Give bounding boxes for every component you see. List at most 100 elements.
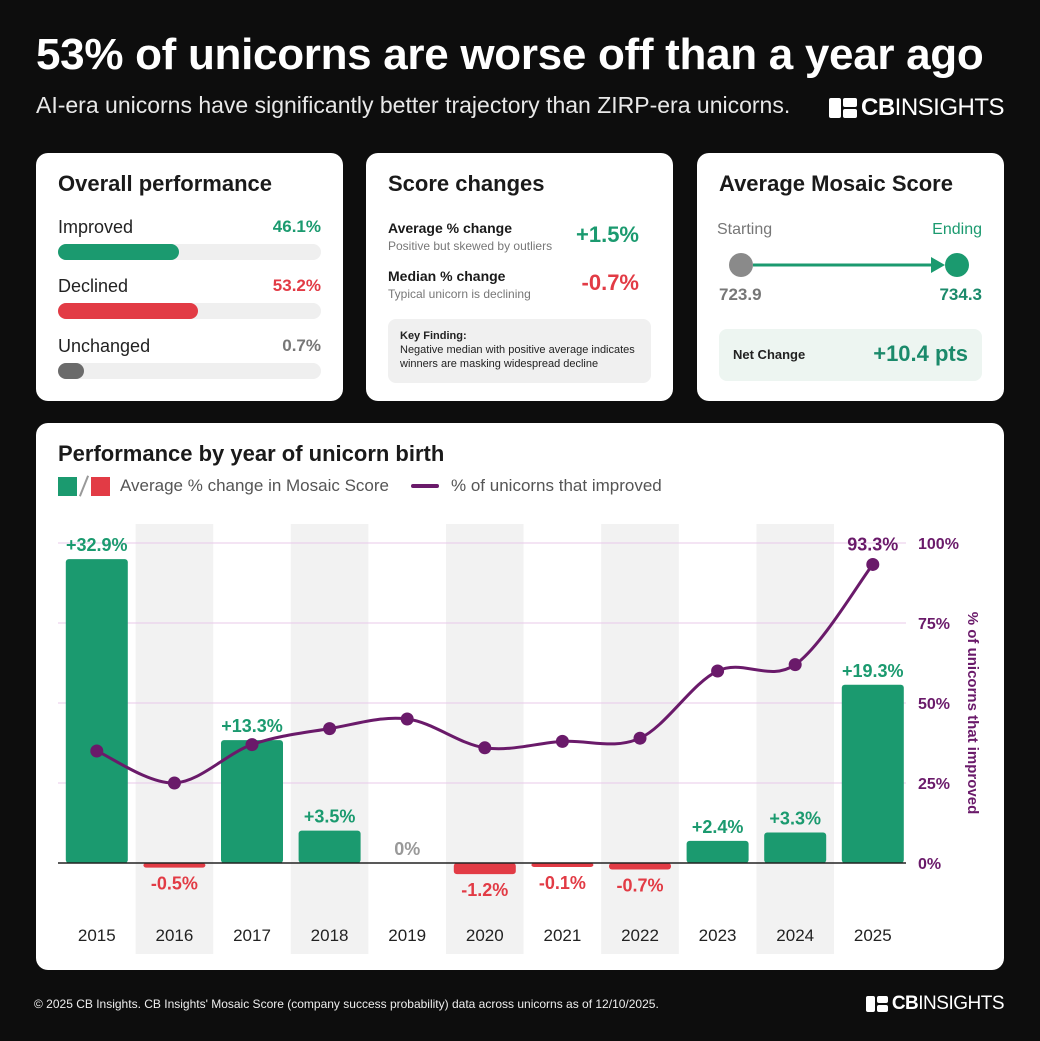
improved-line <box>96 563 874 785</box>
mosaic-arrow <box>729 253 969 277</box>
perf-value: 0.7% <box>282 336 321 355</box>
x-tick-label: 2016 <box>155 926 193 945</box>
legend-green-swatch <box>58 476 77 496</box>
x-tick-label: 2018 <box>311 926 349 945</box>
bar-value-label: 0% <box>394 839 420 859</box>
chart-legend: Average % change in Mosaic Score % of un… <box>58 475 662 497</box>
right-axis-tick: 50% <box>918 696 950 713</box>
mosaic-score-card: Average Mosaic Score Starting Ending 723… <box>697 153 1004 401</box>
line-point-2019 <box>400 712 414 726</box>
bar-2023 <box>686 840 749 863</box>
column-band <box>756 524 834 954</box>
line-annotation: 93.3% <box>847 534 898 554</box>
overall-performance-title: Overall performance <box>58 171 272 196</box>
bar-2016 <box>143 863 206 868</box>
line-point-2016 <box>167 776 181 790</box>
key-finding-box: Key Finding: Negative median with positi… <box>388 319 651 383</box>
average-change-row: Average % change Positive but skewed by … <box>388 220 651 253</box>
column-band <box>135 524 214 954</box>
line-point-2022 <box>633 731 647 745</box>
bar-2024 <box>764 832 827 863</box>
performance-chart-card: Performance by year of unicorn birth Ave… <box>36 423 1004 970</box>
line-point-2020 <box>478 741 492 755</box>
ending-label: Ending <box>932 221 982 238</box>
legend-line-label: % of unicorns that improved <box>451 476 662 495</box>
bar-2017 <box>221 740 283 863</box>
bar-value-label: -0.7% <box>616 875 663 895</box>
cb-insights-logo: CB INSIGHTS <box>828 94 1005 122</box>
average-change-label: Average % change <box>388 220 512 236</box>
bar-value-label: -0.5% <box>151 874 198 894</box>
line-point-2023 <box>711 664 725 678</box>
perf-bar-fill <box>58 303 198 319</box>
perf-bar-track <box>58 244 321 260</box>
bar-value-label: +3.3% <box>769 809 821 829</box>
x-tick-label: 2015 <box>78 926 116 945</box>
x-tick-label: 2019 <box>388 926 426 945</box>
starting-label: Starting <box>717 221 773 238</box>
x-tick-label: 2023 <box>699 926 737 945</box>
perf-row-unchanged: Unchanged 0.7% <box>58 336 321 381</box>
right-axis-tick: 25% <box>918 776 950 793</box>
median-change-sub: Typical unicorn is declining <box>388 287 531 301</box>
performance-chart: +32.9% 2015 -0.5% 2016 +13.3% 2017 +3.5% 2018 0%… <box>58 524 981 954</box>
page-subtitle: AI-era unicorns have significantly bette… <box>36 92 791 118</box>
net-change-box: Net Change +10.4 pts <box>719 329 982 381</box>
score-changes-title: Score changes <box>388 171 545 196</box>
legend-bar-label: Average % change in Mosaic Score <box>120 476 390 495</box>
median-change-value: -0.7% <box>581 270 639 295</box>
cb-logo-icon <box>828 98 857 118</box>
bar-2021 <box>531 863 594 867</box>
start-dot <box>729 253 753 277</box>
column-band <box>290 524 369 954</box>
perf-bar-fill <box>58 244 180 260</box>
perf-label: Declined <box>58 276 129 296</box>
legend-line-swatch <box>411 484 440 488</box>
average-change-sub: Positive but skewed by outliers <box>388 239 553 253</box>
chart-title: Performance by year of unicorn birth <box>58 441 445 466</box>
perf-value: 53.2% <box>272 276 321 295</box>
median-change-row: Median % change Typical unicorn is decli… <box>388 268 651 301</box>
logo-text-bold: CB <box>860 94 895 121</box>
bar-2025 <box>841 684 904 863</box>
median-change-label: Median % change <box>388 268 506 284</box>
bar-value-label: +19.3% <box>842 661 904 681</box>
bar-value-label: +13.3% <box>221 716 283 736</box>
bar-value-label: +2.4% <box>692 817 744 837</box>
logo-text-light: INSIGHTS <box>894 94 1005 121</box>
bar-value-label: -0.1% <box>539 873 586 893</box>
cb-insights-logo-footer: CB INSIGHTS <box>865 993 1004 1015</box>
perf-bar-track <box>58 303 321 319</box>
cb-logo-icon <box>865 996 888 1012</box>
ending-value: 734.3 <box>939 285 982 304</box>
right-axis-tick: 100% <box>918 536 959 553</box>
perf-label: Improved <box>58 217 134 237</box>
bar-2018 <box>298 830 361 863</box>
perf-label: Unchanged <box>58 336 151 356</box>
bar-2022 <box>609 863 671 870</box>
arrow-head-icon <box>931 257 945 273</box>
bar-value-label: +3.5% <box>304 807 356 827</box>
bar-value-label: -1.2% <box>461 880 508 900</box>
right-axis-tick: 75% <box>918 616 950 633</box>
score-changes-card: Score changes Average % change Positive … <box>366 153 673 401</box>
line-point-2018 <box>323 722 337 736</box>
key-finding-text: Negative median with positive average in… <box>400 344 635 370</box>
line-point-2025 <box>866 557 880 571</box>
bar-value-label: +32.9% <box>66 535 128 555</box>
x-tick-label: 2020 <box>466 926 504 945</box>
bar-2020 <box>453 863 516 875</box>
bar-2015 <box>65 559 128 863</box>
average-change-value: +1.5% <box>576 222 639 247</box>
page-title: 53% of unicorns are worse off than a yea… <box>36 30 984 79</box>
end-dot <box>945 253 969 277</box>
footer-copyright: © 2025 CB Insights. CB Insights' Mosaic … <box>34 997 659 1011</box>
x-tick-label: 2022 <box>621 926 659 945</box>
legend-red-swatch <box>91 476 110 496</box>
x-tick-label: 2021 <box>543 926 581 945</box>
line-point-2017 <box>245 738 259 752</box>
x-tick-label: 2025 <box>854 926 892 945</box>
logo-text-light: INSIGHTS <box>918 993 1004 1014</box>
logo-text-bold: CB <box>891 993 919 1014</box>
line-point-2024 <box>788 658 802 672</box>
